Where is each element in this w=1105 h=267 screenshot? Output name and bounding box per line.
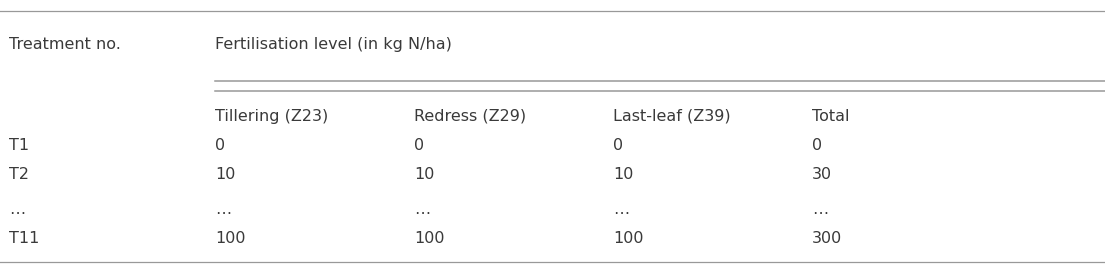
Text: Fertilisation level (in kg N/ha): Fertilisation level (in kg N/ha) — [215, 37, 452, 52]
Text: Last-leaf (Z39): Last-leaf (Z39) — [613, 109, 730, 124]
Text: 0: 0 — [613, 138, 623, 153]
Text: T2: T2 — [9, 167, 29, 182]
Text: 0: 0 — [215, 138, 225, 153]
Text: 30: 30 — [812, 167, 832, 182]
Text: 100: 100 — [215, 231, 246, 246]
Text: …: … — [414, 202, 431, 217]
Text: T1: T1 — [9, 138, 29, 153]
Text: Tillering (Z23): Tillering (Z23) — [215, 109, 328, 124]
Text: …: … — [812, 202, 829, 217]
Text: T11: T11 — [9, 231, 39, 246]
Text: Redress (Z29): Redress (Z29) — [414, 109, 526, 124]
Text: 10: 10 — [414, 167, 434, 182]
Text: Treatment no.: Treatment no. — [9, 37, 120, 52]
Text: …: … — [9, 202, 25, 217]
Text: 0: 0 — [414, 138, 424, 153]
Text: Total: Total — [812, 109, 850, 124]
Text: 10: 10 — [215, 167, 235, 182]
Text: 100: 100 — [414, 231, 445, 246]
Text: 0: 0 — [812, 138, 822, 153]
Text: 10: 10 — [613, 167, 633, 182]
Text: …: … — [613, 202, 630, 217]
Text: 100: 100 — [613, 231, 644, 246]
Text: 300: 300 — [812, 231, 842, 246]
Text: …: … — [215, 202, 232, 217]
